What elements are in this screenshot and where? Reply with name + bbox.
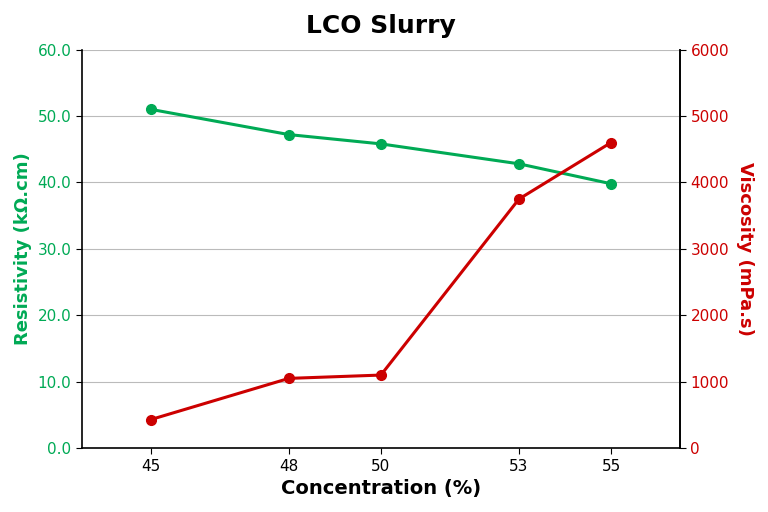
X-axis label: Concentration (%): Concentration (%) <box>281 479 481 498</box>
Y-axis label: Viscosity (mPa.s): Viscosity (mPa.s) <box>736 162 754 336</box>
Title: LCO Slurry: LCO Slurry <box>306 14 455 38</box>
Y-axis label: Resistivity (kΩ.cm): Resistivity (kΩ.cm) <box>14 153 32 345</box>
